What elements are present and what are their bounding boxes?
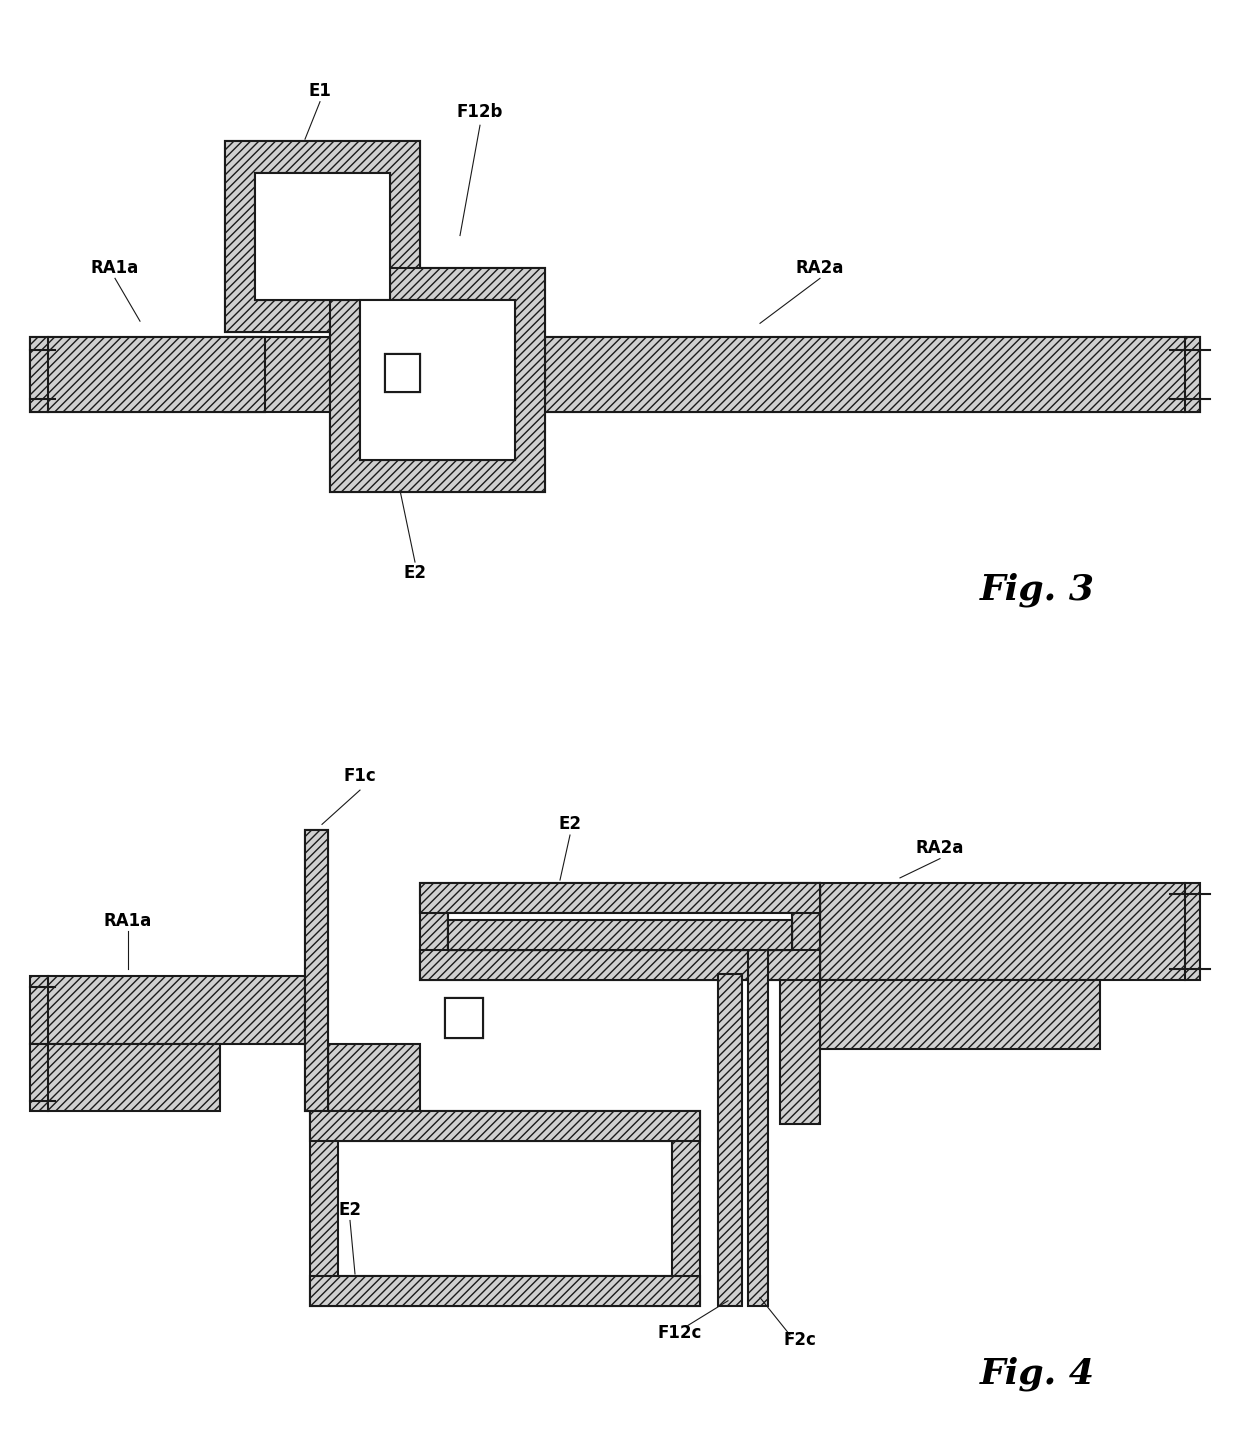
Bar xyxy=(224,141,420,332)
Bar xyxy=(420,884,820,980)
Bar xyxy=(820,980,1100,1050)
Bar xyxy=(448,933,792,949)
Bar xyxy=(780,884,820,1124)
Bar xyxy=(445,997,484,1038)
Text: Fig. 4: Fig. 4 xyxy=(980,1356,1095,1390)
Bar xyxy=(305,830,329,1111)
Bar xyxy=(384,354,420,392)
Bar xyxy=(305,830,329,1111)
Text: E1: E1 xyxy=(309,82,331,100)
Bar xyxy=(310,1111,701,1306)
Bar xyxy=(445,997,484,1038)
Bar xyxy=(448,913,792,949)
Bar xyxy=(360,300,515,460)
Bar xyxy=(820,884,1200,980)
Text: F12b: F12b xyxy=(456,103,503,121)
Bar xyxy=(384,354,420,392)
Bar xyxy=(224,338,546,412)
Bar xyxy=(339,1142,672,1275)
Bar xyxy=(310,836,322,1107)
Text: F12c: F12c xyxy=(657,1324,702,1342)
Bar xyxy=(718,974,742,1306)
Text: RA2a: RA2a xyxy=(916,839,965,858)
Bar xyxy=(30,977,310,1044)
Bar xyxy=(310,1275,701,1306)
Bar xyxy=(748,948,768,1306)
Text: E2: E2 xyxy=(339,1201,362,1219)
Bar xyxy=(360,300,515,460)
Bar xyxy=(224,141,420,332)
Text: E2: E2 xyxy=(403,563,427,582)
Bar xyxy=(30,338,265,412)
Bar xyxy=(384,354,420,392)
Bar xyxy=(30,338,265,412)
Text: E2: E2 xyxy=(558,815,582,833)
Bar xyxy=(255,173,391,300)
Text: F2c: F2c xyxy=(784,1331,816,1350)
Text: RA1a: RA1a xyxy=(104,911,153,930)
Bar xyxy=(329,1044,420,1111)
Bar xyxy=(224,338,420,412)
Bar xyxy=(30,1044,219,1111)
Text: RA1a: RA1a xyxy=(91,259,139,277)
Bar xyxy=(420,949,820,980)
Bar xyxy=(490,338,1200,412)
Text: F1c: F1c xyxy=(343,767,377,785)
Bar xyxy=(255,173,391,300)
Bar xyxy=(448,920,792,949)
Bar xyxy=(330,268,546,492)
Bar xyxy=(420,884,820,913)
Bar xyxy=(330,268,546,492)
Bar xyxy=(490,338,1200,412)
Text: Fig. 3: Fig. 3 xyxy=(980,572,1095,607)
Text: RA2a: RA2a xyxy=(796,259,844,277)
Bar xyxy=(310,1111,701,1142)
Bar xyxy=(448,913,792,949)
Bar xyxy=(445,997,484,1038)
